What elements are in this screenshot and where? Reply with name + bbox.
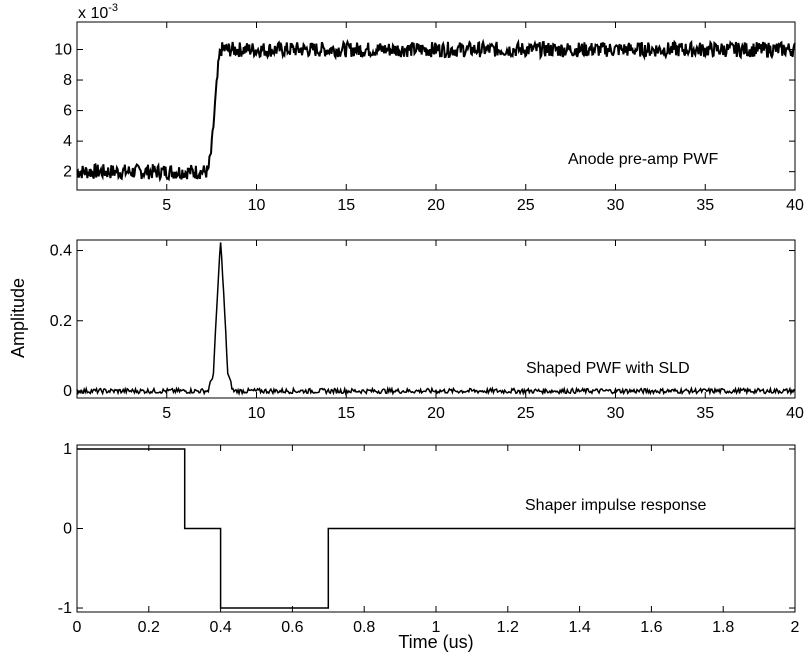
x-tick-label: 0.4 (209, 619, 231, 636)
panel-shaped-pwf: 5 10 15 20 25 30 35 40 0 0.2 0.4 Shaped PWF with S… (50, 239, 804, 422)
panel-annotation: Shaped PWF with SLD (526, 360, 690, 377)
tick-group: 5 10 15 20 25 30 35 40 0 0.2 0.4 (50, 240, 804, 422)
exponent-label: x 10-3 (78, 2, 118, 22)
y-tick-label: 0 (63, 521, 72, 538)
x-tick-label: 15 (337, 405, 355, 422)
y-tick-label: 0.4 (50, 243, 72, 260)
x-tick-label: 1.8 (712, 619, 734, 636)
y-axis-label: Amplitude (8, 278, 28, 358)
x-tick-label: 2 (791, 619, 800, 636)
x-tick-label: 35 (696, 197, 714, 214)
x-tick-label: 5 (162, 197, 171, 214)
y-tick-label: 8 (63, 72, 72, 89)
x-tick-label: 30 (607, 197, 625, 214)
x-tick-label: 5 (162, 405, 171, 422)
x-tick-label: 1.2 (497, 619, 519, 636)
x-tick-label: 25 (517, 197, 535, 214)
x-tick-label: 10 (248, 405, 266, 422)
y-tick-label: 1 (63, 441, 72, 458)
y-tick-label: 0.2 (50, 313, 72, 330)
x-tick-label: 1.4 (568, 619, 590, 636)
y-tick-label: 2 (63, 164, 72, 181)
y-tick-label: 10 (54, 41, 72, 58)
y-tick-label: 0 (63, 383, 72, 400)
x-tick-label: 15 (337, 197, 355, 214)
x-tick-label: 0.8 (353, 619, 375, 636)
trace-line (76, 38, 796, 183)
trace-line (76, 242, 796, 397)
x-tick-label: 20 (427, 405, 445, 422)
x-tick-label: 35 (696, 405, 714, 422)
x-tick-label: 20 (427, 197, 445, 214)
x-axis-label: Time (us) (398, 632, 473, 652)
trace-line (77, 448, 795, 609)
x-tick-label: 0.2 (138, 619, 160, 636)
panel-annotation: Shaper impulse response (525, 497, 707, 514)
x-tick-label: 30 (607, 405, 625, 422)
y-tick-label: 6 (63, 103, 72, 120)
x-tick-label: 1.6 (640, 619, 662, 636)
y-tick-label: 4 (63, 133, 72, 150)
x-tick-label: 1 (432, 619, 441, 636)
x-tick-label: 40 (786, 197, 804, 214)
x-tick-label: 40 (786, 405, 804, 422)
tick-group: 0 0.2 0.4 0.6 0.8 1 1.2 1.4 1.6 1.8 2-101 (58, 441, 800, 636)
x-tick-label: 0 (73, 619, 82, 636)
x-tick-label: 10 (248, 197, 266, 214)
tick-group: 5 10 15 20 25 30 35 40 2 4 6 8 10 (54, 22, 804, 214)
panel-shaper-impulse: 0 0.2 0.4 0.6 0.8 1 1.2 1.4 1.6 1.8 2-101 Shaper i… (58, 441, 800, 636)
x-tick-label: 25 (517, 405, 535, 422)
x-tick-label: 0.6 (281, 619, 303, 636)
panel-annotation: Anode pre-amp PWF (568, 151, 719, 168)
y-tick-label: -1 (58, 600, 72, 617)
